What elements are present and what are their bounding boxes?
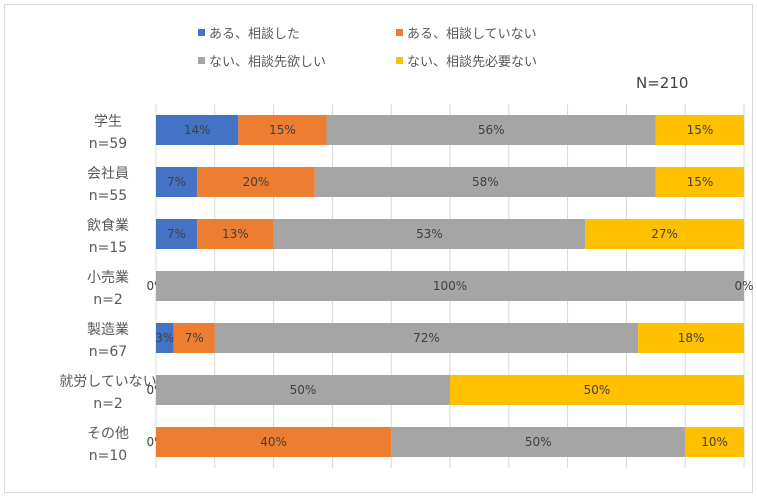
category-label: 学生 (94, 114, 122, 130)
data-label: 15% (687, 175, 714, 189)
bar-segment (214, 323, 639, 353)
bar-segment (156, 271, 744, 301)
category-labels: 学生 n=59 会社員 n=55 飲食業 n=15 小売業 n=2 製造業 n=67 就労していない… (59, 114, 157, 464)
data-label: 50% (290, 383, 317, 397)
data-label: 50% (584, 383, 611, 397)
category-sublabel: n=15 (89, 240, 127, 256)
legend-entry: ある、相談していない (407, 26, 537, 42)
chart-frame (4, 4, 753, 493)
legend-entry: ある、相談した (209, 26, 300, 42)
data-label: 0% (734, 279, 753, 293)
legend-swatch (198, 29, 205, 36)
data-label: 53% (416, 227, 443, 241)
category-label: 小売業 (87, 270, 129, 286)
data-label: 13% (222, 227, 249, 241)
data-label: 18% (678, 331, 705, 345)
bar-segment (391, 427, 686, 457)
data-label: 100% (433, 279, 467, 293)
bar-segment (685, 427, 744, 457)
category-sublabel: n=55 (89, 188, 127, 204)
data-label: 56% (478, 123, 505, 137)
bars: 14% 15% 56% 15% 7% 20% 58% 15% 7% 13% 53% 27% 0% 100%… (146, 115, 754, 457)
data-label: 20% (243, 175, 270, 189)
bar-segment (314, 167, 656, 197)
bar-segment (585, 219, 744, 249)
bar-segment (156, 427, 392, 457)
category-sublabel: n=67 (89, 344, 127, 360)
legend-entry: ない、相談先必要ない (407, 54, 537, 70)
bar-segment (197, 167, 315, 197)
bar-segment (173, 323, 215, 353)
bar-segment (238, 115, 327, 145)
legend-swatch (198, 57, 205, 64)
legend-swatch (396, 57, 403, 64)
data-label: 10% (701, 435, 728, 449)
category-sublabel: n=2 (93, 396, 123, 412)
data-label: 7% (167, 227, 186, 241)
category-label: 飲食業 (87, 217, 129, 234)
bar-segment (450, 375, 744, 405)
sample-size-label: N=210 (636, 74, 688, 92)
data-label: 27% (651, 227, 678, 241)
bar-segment (655, 115, 744, 145)
data-label: 50% (525, 435, 552, 449)
data-label: 15% (269, 123, 296, 137)
category-sublabel: n=10 (89, 448, 127, 464)
data-label: 14% (184, 123, 211, 137)
legend-entry: ない、相談先欲しい (209, 54, 326, 70)
category-label: 会社員 (87, 166, 129, 182)
data-label: 7% (185, 331, 204, 345)
category-sublabel: n=59 (89, 136, 127, 152)
category-sublabel: n=2 (93, 292, 123, 308)
data-label: 58% (472, 175, 499, 189)
bar-segment (197, 219, 274, 249)
legend-swatch (396, 29, 403, 36)
data-label: 15% (687, 123, 714, 137)
category-label: 就労していない (59, 374, 157, 390)
bar-segment (326, 115, 656, 145)
data-label: 40% (260, 435, 287, 449)
category-label: 製造業 (87, 322, 129, 338)
bar-segment (273, 219, 586, 249)
bar-segment (156, 375, 450, 405)
bar-segment (156, 167, 198, 197)
data-label: 3% (155, 331, 174, 345)
bar-segment (156, 115, 239, 145)
bar-segment (655, 167, 744, 197)
category-label: その他 (87, 426, 129, 442)
bar-segment (156, 323, 174, 353)
bar-segment (156, 219, 198, 249)
data-label: 7% (167, 175, 186, 189)
bar-segment (638, 323, 744, 353)
data-label: 72% (413, 331, 440, 345)
